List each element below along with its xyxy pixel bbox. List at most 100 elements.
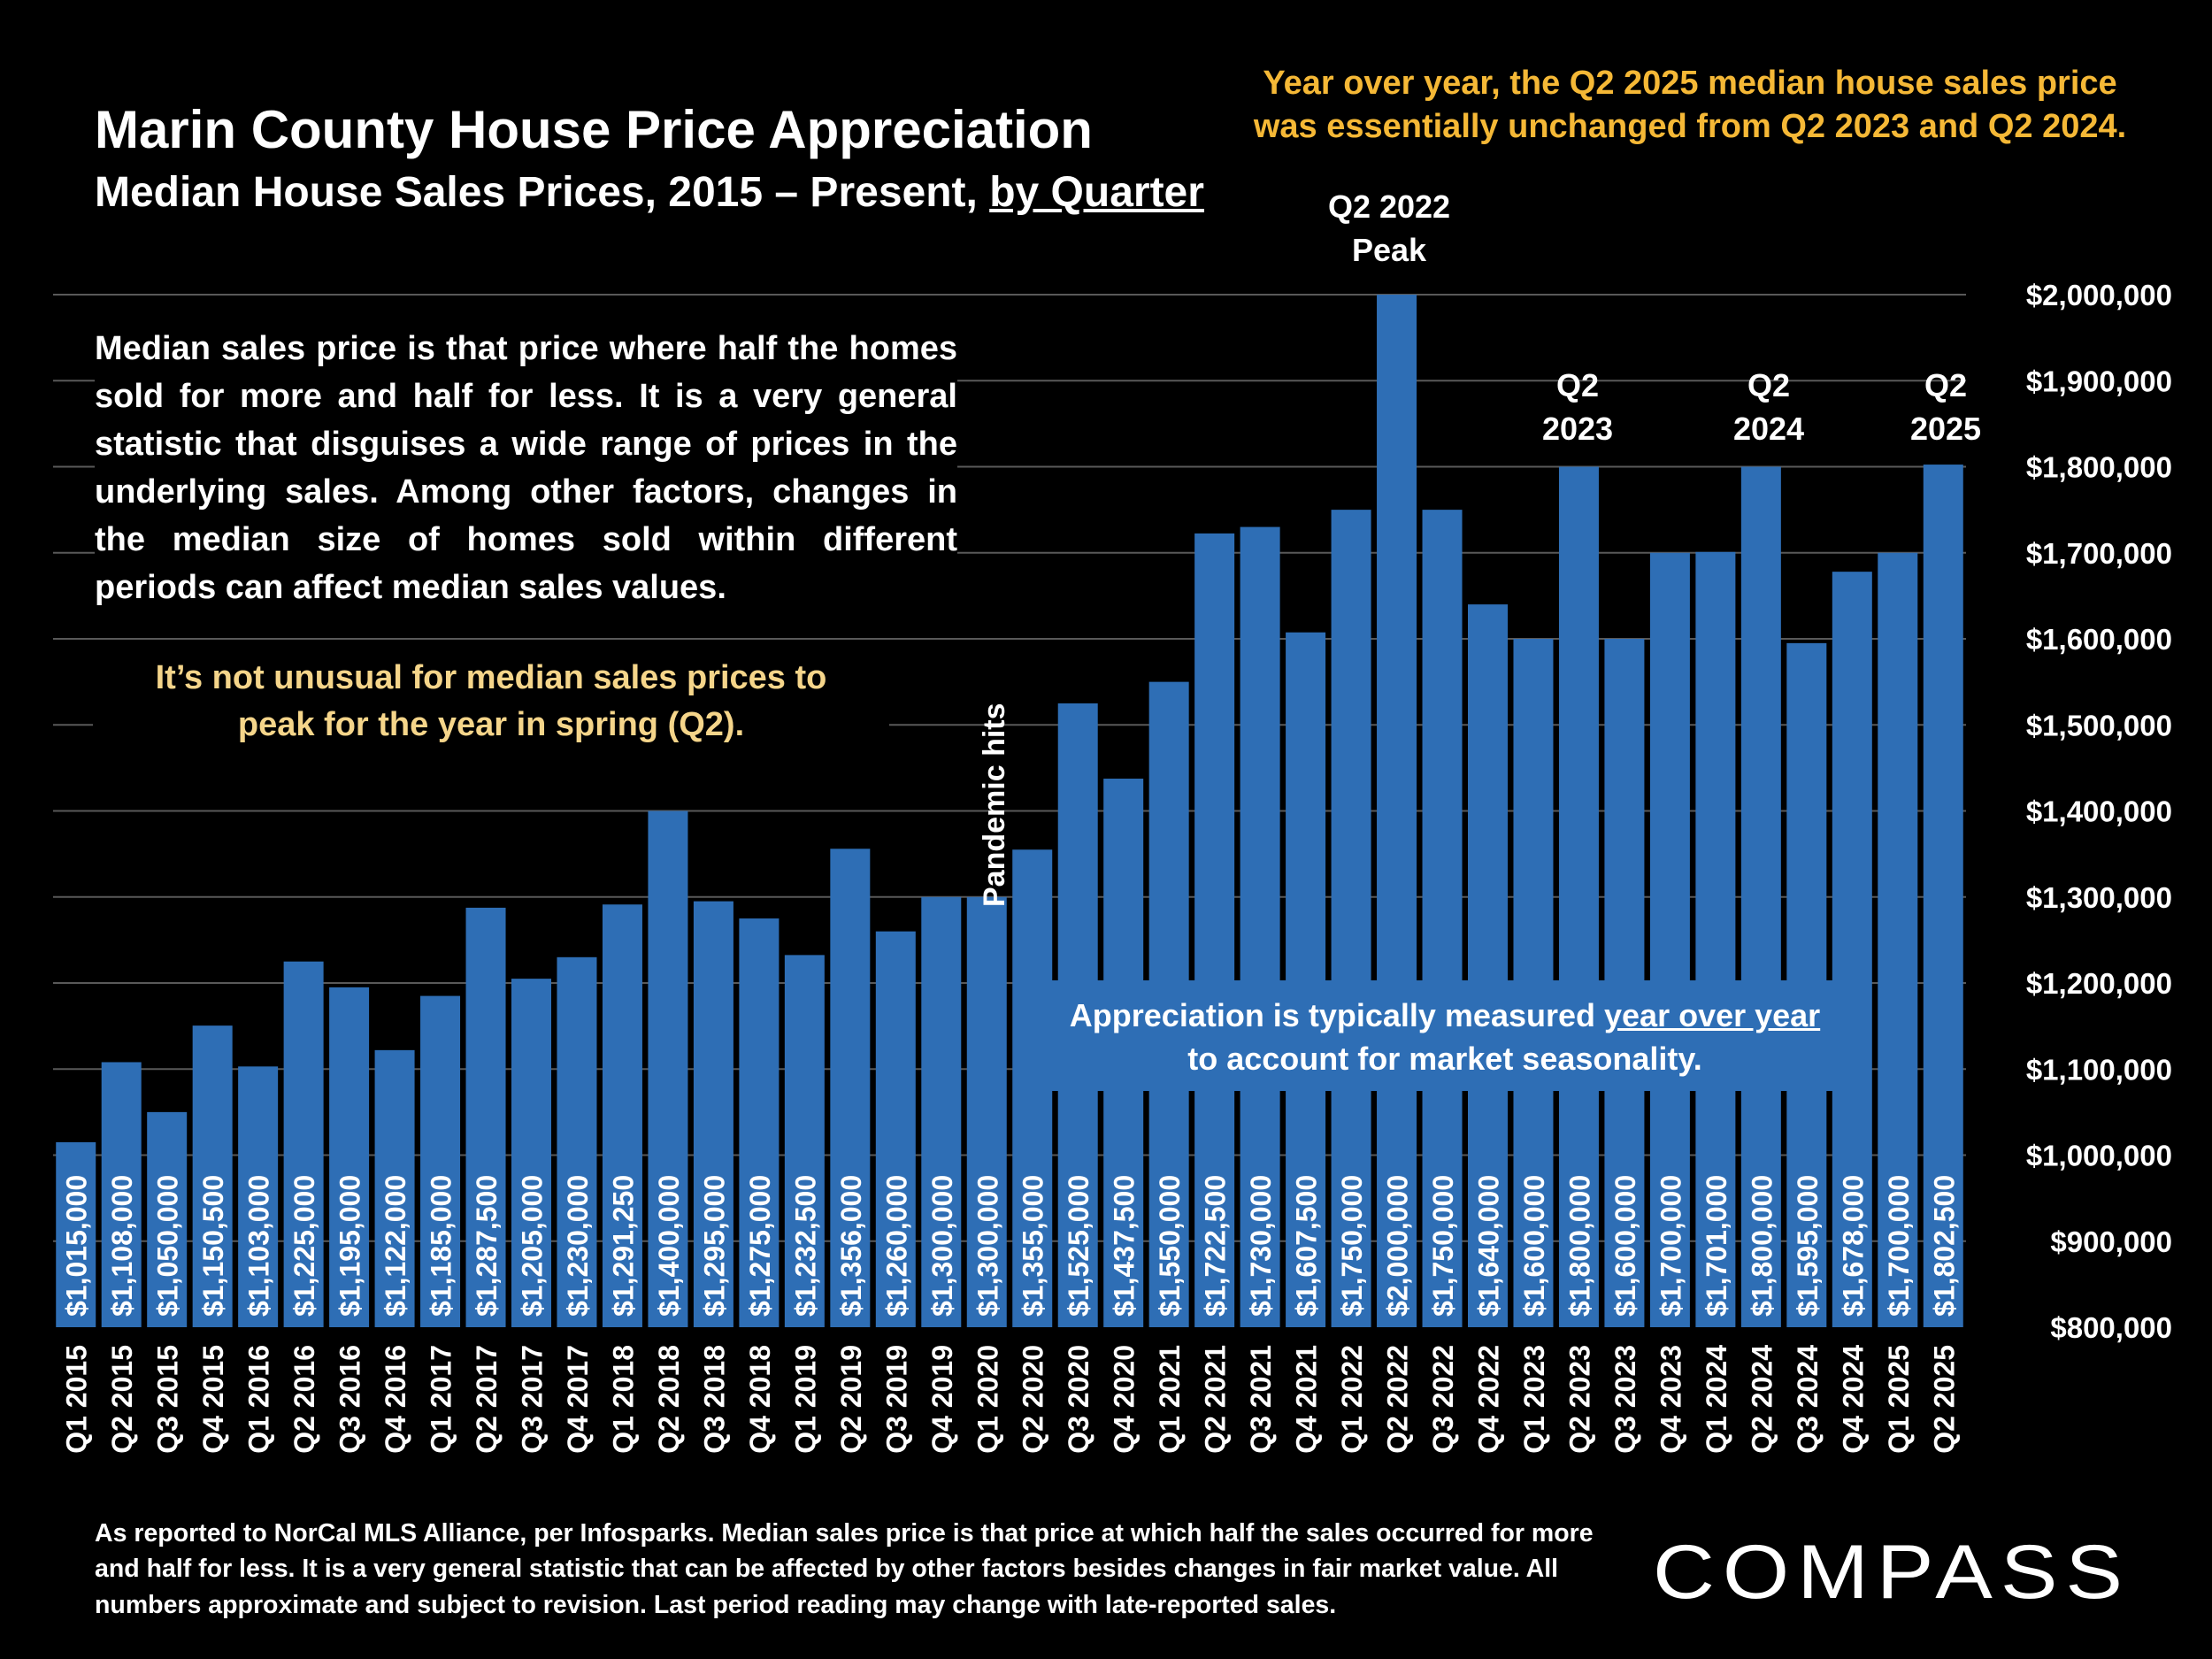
bar xyxy=(693,901,733,1327)
bar xyxy=(1422,510,1463,1327)
bar-value-label: $1,015,000 xyxy=(61,1175,93,1317)
x-axis-tick-labels: Q1 2015 Q2 2015 Q3 2015 Q4 2015 Q1 2016 Q2 20… xyxy=(61,1345,1961,1454)
bar-value-label: $1,287,500 xyxy=(471,1175,503,1317)
yoy-prefix: Appreciation is typically measured xyxy=(1069,997,1604,1033)
y-tick-label: $1,500,000 xyxy=(2026,709,2172,741)
x-tick-label: Q1 2016 xyxy=(243,1345,275,1454)
bar-value-label: $1,550,000 xyxy=(1154,1175,1186,1317)
x-tick-label: Q3 2015 xyxy=(152,1345,184,1454)
x-tick-label: Q4 2019 xyxy=(926,1345,958,1454)
y-tick-label: $1,600,000 xyxy=(2026,623,2172,656)
y-tick-label: $1,900,000 xyxy=(2026,365,2172,397)
x-tick-label: Q3 2019 xyxy=(880,1345,912,1454)
bar-value-label: $1,356,000 xyxy=(835,1175,867,1317)
x-tick-label: Q3 2017 xyxy=(517,1345,549,1454)
x-tick-label: Q1 2024 xyxy=(1701,1345,1732,1454)
x-tick-label: Q4 2021 xyxy=(1291,1345,1323,1454)
bar-value-label: $1,800,000 xyxy=(1746,1175,1778,1317)
bar-value-label: $1,122,000 xyxy=(380,1175,411,1317)
bar-value-label: $1,300,000 xyxy=(972,1175,1003,1317)
x-tick-label: Q2 2015 xyxy=(106,1345,138,1454)
bar xyxy=(1832,572,1872,1327)
bar xyxy=(966,896,1007,1327)
bar xyxy=(1331,510,1371,1327)
q2-2023-line1: Q2 xyxy=(1555,367,1600,403)
chart-title: Marin County House Price Appreciation xyxy=(95,100,1093,159)
x-tick-label: Q2 2016 xyxy=(288,1345,320,1454)
bar xyxy=(1286,632,1326,1327)
bar xyxy=(56,1141,96,1327)
q2-2025-annotation: Q2 2025 xyxy=(1888,365,2003,450)
x-tick-label: Q2 2018 xyxy=(653,1345,685,1454)
bar-value-label: $1,195,000 xyxy=(334,1175,366,1317)
bar-value-label: $1,225,000 xyxy=(288,1175,320,1317)
bar-value-label: $1,678,000 xyxy=(1837,1175,1869,1317)
x-tick-label: Q4 2022 xyxy=(1473,1345,1505,1454)
bar xyxy=(875,931,916,1327)
bar xyxy=(192,1025,233,1327)
bar xyxy=(1012,849,1053,1327)
bar-value-label: $1,185,000 xyxy=(426,1175,457,1317)
bar-value-label: $1,800,000 xyxy=(1563,1175,1595,1317)
bar-value-label: $1,600,000 xyxy=(1518,1175,1550,1317)
bar-value-label: $1,750,000 xyxy=(1427,1175,1459,1317)
bar xyxy=(511,979,551,1327)
bar-value-label: $1,595,000 xyxy=(1792,1175,1824,1317)
subtitle-underlined: by Quarter xyxy=(989,169,1204,216)
bar xyxy=(1878,552,1918,1327)
bar-value-label: $1,275,000 xyxy=(744,1175,776,1317)
yoy-underlined: year over year xyxy=(1604,997,1821,1033)
bar xyxy=(557,956,597,1327)
bar xyxy=(283,961,324,1327)
peak-annotation: Q2 2022 Peak xyxy=(1310,186,1469,272)
bar-value-label: $1,260,000 xyxy=(880,1175,912,1317)
x-tick-label: Q2 2022 xyxy=(1382,1345,1414,1454)
bar xyxy=(238,1066,279,1327)
yoy-summary-callout: Year over year, the Q2 2025 median house… xyxy=(1203,62,2177,150)
bar-value-label: $1,050,000 xyxy=(152,1175,184,1317)
x-tick-label: Q4 2016 xyxy=(380,1345,411,1454)
bar-value-label: $1,103,000 xyxy=(243,1175,275,1317)
bar-value-labels: $1,015,000 $1,108,000 $1,050,000 $1,150,500… xyxy=(61,1175,1961,1317)
x-tick-label: Q3 2022 xyxy=(1427,1345,1459,1454)
q2-2023-annotation: Q2 2023 xyxy=(1520,365,1635,450)
pandemic-annotation: Pandemic hits xyxy=(978,703,1011,907)
x-tick-label: Q3 2016 xyxy=(334,1345,366,1454)
y-axis-tick-labels: $800,000 $900,000 $1,000,000 $1,100,000 $1,2… xyxy=(2026,279,2172,1344)
bar-value-label: $1,355,000 xyxy=(1018,1175,1049,1317)
x-tick-label: Q4 2024 xyxy=(1837,1345,1869,1454)
x-tick-label: Q4 2015 xyxy=(197,1345,229,1454)
compass-logo: COMPASS xyxy=(1653,1530,2124,1609)
x-tick-label: Q3 2023 xyxy=(1609,1345,1641,1454)
bar xyxy=(1740,466,1781,1327)
x-tick-label: Q1 2021 xyxy=(1154,1345,1186,1454)
bar-value-label: $1,232,500 xyxy=(789,1175,821,1317)
y-tick-label: $1,100,000 xyxy=(2026,1053,2172,1086)
bar xyxy=(1468,604,1508,1327)
yoy-summary-line2: was essentially unchanged from Q2 2023 a… xyxy=(1253,108,2127,146)
median-explanation: Median sales price is that price where h… xyxy=(95,326,957,612)
bar-value-label: $1,600,000 xyxy=(1609,1175,1641,1317)
x-tick-label: Q1 2017 xyxy=(426,1345,457,1454)
x-tick-label: Q4 2020 xyxy=(1109,1345,1141,1454)
bar xyxy=(1240,526,1280,1327)
bar-value-label: $1,295,000 xyxy=(698,1175,730,1317)
bar xyxy=(921,896,962,1327)
yoy-line2: to account for market seasonality. xyxy=(1187,1040,1702,1077)
bar-value-label: $1,700,000 xyxy=(1883,1175,1915,1317)
bar xyxy=(101,1062,142,1327)
bar-value-label: $1,205,000 xyxy=(517,1175,549,1317)
bar-value-label: $1,437,500 xyxy=(1109,1175,1141,1317)
bar-value-label: $1,108,000 xyxy=(106,1175,138,1317)
y-tick-label: $1,300,000 xyxy=(2026,881,2172,914)
yoy-summary-line1: Year over year, the Q2 2025 median house… xyxy=(1263,65,2117,102)
x-tick-label: Q2 2019 xyxy=(835,1345,867,1454)
x-tick-label: Q3 2024 xyxy=(1792,1345,1824,1454)
x-tick-label: Q2 2025 xyxy=(1928,1345,1960,1454)
y-tick-label: $800,000 xyxy=(2050,1311,2172,1344)
x-tick-label: Q2 2021 xyxy=(1200,1345,1232,1454)
y-tick-label: $1,400,000 xyxy=(2026,795,2172,828)
bar-value-label: $1,400,000 xyxy=(653,1175,685,1317)
y-tick-label: $2,000,000 xyxy=(2026,279,2172,311)
